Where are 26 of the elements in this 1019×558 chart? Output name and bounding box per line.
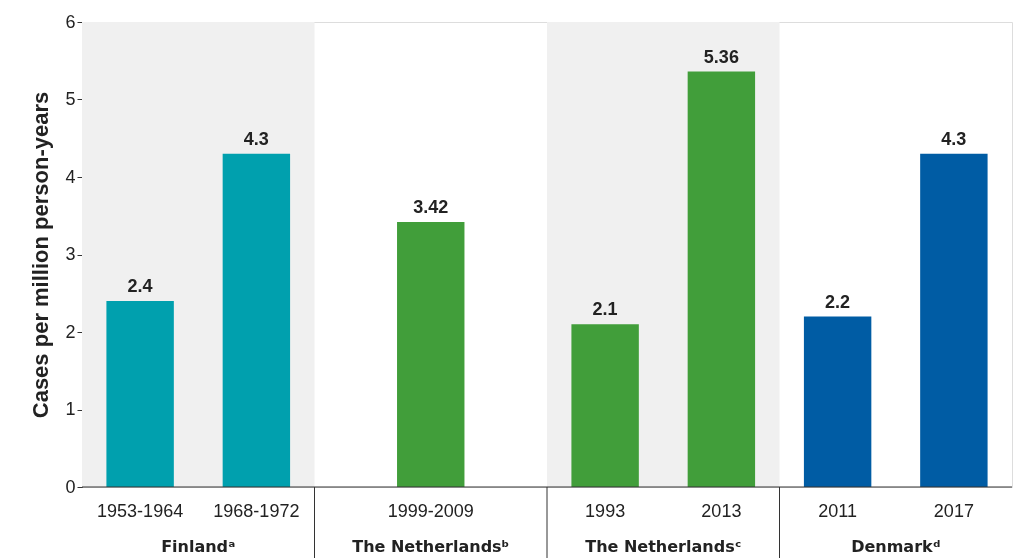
data-label: 2.4 [127,276,153,296]
y-tick-label: 4 [65,166,76,187]
x-tick-label: 2017 [933,501,974,521]
x-tick-label: 1953-1964 [97,501,184,521]
x-tick-label: 2013 [701,501,742,521]
x-tick-label: 1999-2009 [387,501,474,521]
data-label: 5.36 [703,46,739,67]
x-tick-label: 1968-1972 [213,501,300,521]
y-tick-label: 2 [65,321,76,342]
data-label: 2.1 [592,299,618,320]
data-label: 2.2 [825,291,851,312]
data-label: 4.3 [941,128,967,149]
text: The Netherlandsᶜ [585,537,742,556]
text: The Netherlandsᵇ [352,537,510,556]
x-tick-label: 2011 [818,501,857,521]
text: Finlandᵃ [161,537,236,556]
x-tick-label: 1993 [585,501,626,521]
y-tick-label: 6 [65,11,76,32]
y-tick-label: 1 [65,399,76,419]
data-label: 3.42 [413,196,449,217]
y-tick-label: 5 [65,89,76,109]
y-tick-label: 3 [65,244,76,264]
y-tick-label: 0 [65,476,76,497]
data-label: 4.3 [243,128,269,149]
y-axis-title: Cases per million person-years [28,91,54,419]
text: Denmarkᵈ [851,537,941,556]
